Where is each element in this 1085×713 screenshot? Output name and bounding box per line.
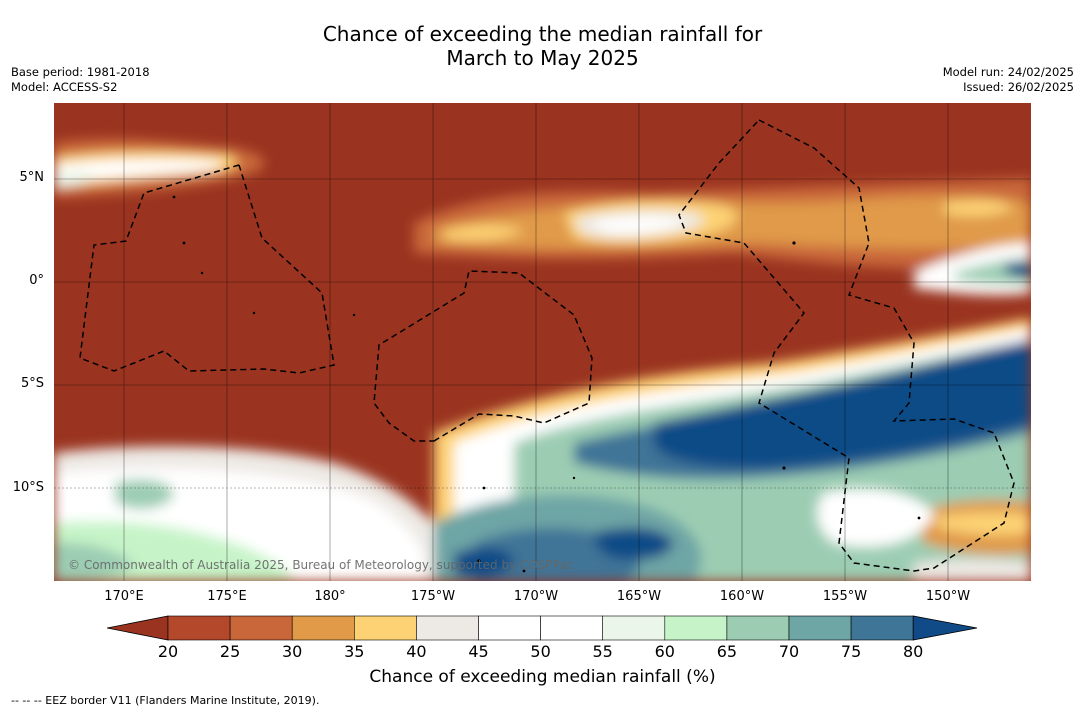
lon-label-155w: 155°W bbox=[822, 589, 868, 604]
colorbar-segment bbox=[850, 615, 914, 641]
colorbar-segment bbox=[726, 615, 790, 641]
lon-label-175e: 175°E bbox=[207, 589, 247, 604]
colorbar bbox=[107, 615, 978, 641]
title-line-2: March to May 2025 bbox=[446, 46, 639, 70]
lon-label-170w: 170°W bbox=[513, 589, 559, 604]
rainfall-fields bbox=[54, 138, 1031, 581]
colorbar-label: Chance of exceeding median rainfall (%) bbox=[369, 667, 716, 687]
colorbar-segment bbox=[664, 615, 728, 641]
lat-label-10s: 10°S bbox=[12, 480, 44, 495]
colorbar-tick-label: 80 bbox=[903, 642, 924, 661]
eez-legend-note: -- -- -- EEZ border V11 (Flanders Marine… bbox=[11, 694, 320, 707]
colorbar-tick-label: 20 bbox=[157, 642, 179, 661]
colorbar-tick-label: 45 bbox=[468, 642, 489, 661]
colorbar-tick-label: 65 bbox=[716, 642, 738, 661]
colorbar-segment bbox=[478, 615, 541, 641]
lon-label-160w: 160°W bbox=[719, 589, 765, 604]
lon-label-180: 180° bbox=[314, 589, 346, 604]
islands bbox=[172, 195, 921, 573]
rainfall-map bbox=[54, 103, 1031, 581]
colorbar-tick-label: 25 bbox=[219, 642, 241, 661]
colorbar-segment bbox=[354, 615, 417, 641]
colorbar-tick-label: 55 bbox=[592, 642, 613, 661]
colorbar-segment bbox=[602, 615, 666, 641]
lon-label-175w: 175°W bbox=[410, 589, 456, 604]
map-title: Chance of exceeding the median rainfall … bbox=[0, 22, 1085, 70]
colorbar-tick-label: 30 bbox=[282, 642, 303, 661]
colorbar-extend-high bbox=[912, 615, 978, 641]
colorbar-segment bbox=[416, 615, 479, 641]
colorbar-segment bbox=[291, 615, 355, 641]
colorbar-tick-label: 40 bbox=[406, 642, 427, 661]
colorbar-tick-label: 70 bbox=[778, 642, 800, 661]
colorbar-tick-label: 60 bbox=[654, 642, 675, 661]
colorbar-segment bbox=[540, 615, 604, 641]
model-run: Model run: 24/02/2025 bbox=[942, 65, 1074, 79]
meta-left: Base period: 1981-2018 Model: ACCESS-S2 bbox=[11, 65, 150, 95]
colorbar-tick-label: 35 bbox=[344, 642, 365, 661]
lon-label-165w: 165°W bbox=[616, 589, 662, 604]
colorbar-segment bbox=[167, 615, 231, 641]
lon-label-150w: 150°W bbox=[925, 589, 971, 604]
model-name: Model: ACCESS-S2 bbox=[11, 80, 118, 94]
lat-label-5n: 5°N bbox=[19, 170, 45, 185]
lon-label-170e: 170°E bbox=[104, 589, 144, 604]
eez-borders bbox=[79, 119, 1015, 572]
colorbar-tick-label: 75 bbox=[840, 642, 862, 661]
graticule bbox=[54, 103, 1031, 581]
meta-right: Model run: 24/02/2025 Issued: 26/02/2025 bbox=[943, 65, 1074, 95]
colorbar-segment bbox=[229, 615, 293, 641]
title-line-1: Chance of exceeding the median rainfall … bbox=[322, 22, 763, 46]
lat-label-0: 0° bbox=[29, 273, 44, 288]
base-period: Base period: 1981-2018 bbox=[11, 65, 150, 79]
issued-date: Issued: 26/02/2025 bbox=[963, 80, 1074, 94]
copyright-notice: © Commonwealth of Australia 2025, Bureau… bbox=[68, 558, 574, 572]
colorbar-tick-label: 50 bbox=[530, 642, 551, 661]
lat-label-5s: 5°S bbox=[20, 376, 44, 391]
colorbar-extend-low bbox=[107, 615, 169, 641]
colorbar-segment bbox=[788, 615, 852, 641]
